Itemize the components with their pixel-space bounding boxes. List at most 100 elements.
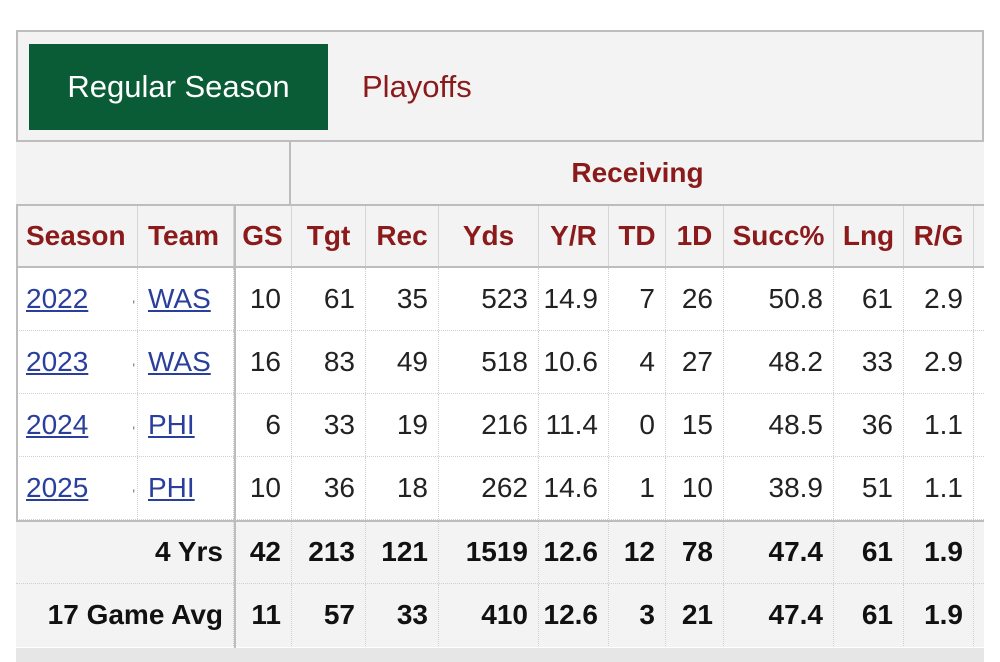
table-row: 2023 ' WAS 16 83 49 518 10.6 4 27 48.2 33… <box>16 331 984 394</box>
yds-avg: 410 <box>439 584 539 646</box>
col-header-yds[interactable]: Yds <box>439 206 539 266</box>
rec-cell: 35 <box>366 268 439 330</box>
season-link[interactable]: 2025 <box>26 472 89 503</box>
group-header-receiving: Receiving <box>571 157 704 188</box>
team-link[interactable]: WAS <box>148 283 211 314</box>
season-cell: 2023 ' <box>16 331 138 393</box>
col-header-season[interactable]: Season <box>16 206 138 266</box>
td-cell: 7 <box>609 268 666 330</box>
lng-total: 61 <box>834 521 904 583</box>
gs-total: 42 <box>234 521 292 583</box>
first-down-cell: 27 <box>666 331 724 393</box>
yr-cell: 14.9 <box>539 268 609 330</box>
succ-avg: 47.4 <box>724 584 834 646</box>
yr-cell: 11.4 <box>539 394 609 456</box>
col-header-yr[interactable]: Y/R <box>539 206 609 266</box>
yds-cell: 518 <box>439 331 539 393</box>
td-avg: 3 <box>609 584 666 646</box>
rec-avg: 33 <box>366 584 439 646</box>
col-header-td[interactable]: TD <box>609 206 666 266</box>
lng-avg: 61 <box>834 584 904 646</box>
season-cell: 2024 ' <box>16 394 138 456</box>
rg-total: 1.9 <box>904 521 974 583</box>
tgt-cell: 36 <box>292 457 366 519</box>
rec-cell: 18 <box>366 457 439 519</box>
td-cell: 1 <box>609 457 666 519</box>
yr-cell: 14.6 <box>539 457 609 519</box>
yds-cell: 523 <box>439 268 539 330</box>
team-cell: PHI <box>138 457 234 519</box>
col-header-lng[interactable]: Lng <box>834 206 904 266</box>
season-cell: 2022 ' <box>16 268 138 330</box>
yds-cell: 216 <box>439 394 539 456</box>
col-header-rg[interactable]: R/G <box>904 206 974 266</box>
table-row: 2025 ' PHI 10 36 18 262 14.6 1 10 38.9 51… <box>16 457 984 520</box>
table-row: 2022 ' WAS 10 61 35 523 14.9 7 26 50.8 61… <box>16 268 984 331</box>
col-header-team[interactable]: Team <box>138 206 234 266</box>
season-link[interactable]: 2022 <box>26 283 89 314</box>
age-marker: ' <box>132 423 135 439</box>
first-down-cell: 26 <box>666 268 724 330</box>
first-down-cell: 10 <box>666 457 724 519</box>
totals-label: 17 Game Avg <box>16 584 234 646</box>
td-cell: 4 <box>609 331 666 393</box>
rg-cell: 2.9 <box>904 268 974 330</box>
rg-cell: 2.9 <box>904 331 974 393</box>
tab-playoffs[interactable]: Playoffs <box>362 69 472 104</box>
tgt-cell: 83 <box>292 331 366 393</box>
team-cell: WAS <box>138 331 234 393</box>
succ-cell: 48.5 <box>724 394 834 456</box>
rg-cell: 1.1 <box>904 457 974 519</box>
age-marker: ' <box>132 297 135 313</box>
column-group-header: Receiving <box>16 142 984 204</box>
gs-avg: 11 <box>234 584 292 646</box>
rg-avg: 1.9 <box>904 584 974 646</box>
group-header-blank <box>16 142 291 204</box>
yr-total: 12.6 <box>539 521 609 583</box>
yr-avg: 12.6 <box>539 584 609 646</box>
rec-cell: 49 <box>366 331 439 393</box>
lng-cell: 51 <box>834 457 904 519</box>
team-link[interactable]: WAS <box>148 346 211 377</box>
age-marker: ' <box>132 360 135 376</box>
col-header-succ[interactable]: Succ% <box>724 206 834 266</box>
succ-cell: 48.2 <box>724 331 834 393</box>
td-cell: 0 <box>609 394 666 456</box>
rg-cell: 1.1 <box>904 394 974 456</box>
season-tabs: Regular Season Playoffs <box>16 30 984 142</box>
team-cell: PHI <box>138 394 234 456</box>
lng-cell: 61 <box>834 268 904 330</box>
table-row: 2024 ' PHI 6 33 19 216 11.4 0 15 48.5 36 … <box>16 394 984 457</box>
totals-row-career: 4 Yrs 42 213 121 1519 12.6 12 78 47.4 61… <box>16 521 984 584</box>
season-link[interactable]: 2024 <box>26 409 89 440</box>
tab-regular-season[interactable]: Regular Season <box>29 44 328 130</box>
rec-total: 121 <box>366 521 439 583</box>
totals-label: 4 Yrs <box>16 521 234 583</box>
team-link[interactable]: PHI <box>148 472 195 503</box>
team-cell: WAS <box>138 268 234 330</box>
succ-total: 47.4 <box>724 521 834 583</box>
tgt-cell: 61 <box>292 268 366 330</box>
col-header-rec[interactable]: Rec <box>366 206 439 266</box>
lng-cell: 33 <box>834 331 904 393</box>
first-down-total: 78 <box>666 521 724 583</box>
season-cell: 2025 ' <box>16 457 138 519</box>
col-header-1d[interactable]: 1D <box>666 206 724 266</box>
season-link[interactable]: 2023 <box>26 346 89 377</box>
team-link[interactable]: PHI <box>148 409 195 440</box>
tgt-avg: 57 <box>292 584 366 646</box>
table-left-border <box>16 204 18 522</box>
age-marker: ' <box>132 486 135 502</box>
first-down-avg: 21 <box>666 584 724 646</box>
gs-cell: 10 <box>234 457 292 519</box>
gs-cell: 6 <box>234 394 292 456</box>
tgt-cell: 33 <box>292 394 366 456</box>
yds-cell: 262 <box>439 457 539 519</box>
succ-cell: 50.8 <box>724 268 834 330</box>
col-header-gs[interactable]: GS <box>234 206 292 266</box>
col-header-tgt[interactable]: Tgt <box>292 206 366 266</box>
gs-cell: 10 <box>234 268 292 330</box>
gs-cell: 16 <box>234 331 292 393</box>
tgt-total: 213 <box>292 521 366 583</box>
